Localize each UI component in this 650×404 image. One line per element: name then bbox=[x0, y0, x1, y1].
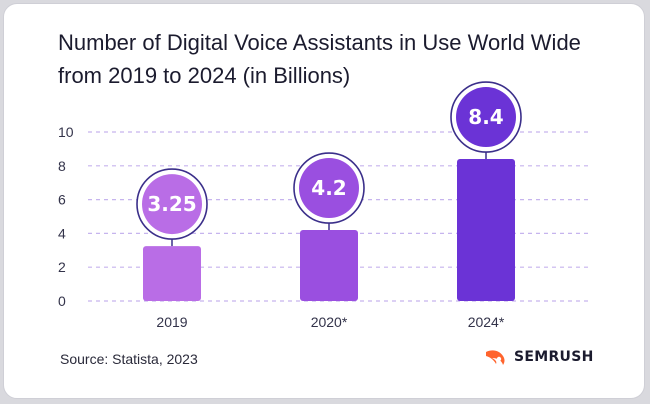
label-bubble bbox=[299, 158, 359, 219]
chart-title: Number of Digital Voice Assistants in Us… bbox=[58, 26, 618, 92]
y-tick-label: 8 bbox=[58, 158, 66, 174]
y-tick-label: 6 bbox=[58, 192, 66, 208]
bar bbox=[300, 230, 358, 301]
semrush-logo-text: SEMRUSH bbox=[514, 349, 594, 365]
y-axis-ticks: 0 2 4 6 8 10 bbox=[58, 124, 74, 309]
x-axis-ticks: 2019 2020* 2024* bbox=[156, 314, 504, 330]
data-label: 8.4 bbox=[468, 105, 503, 129]
bar bbox=[143, 246, 201, 301]
label-bubble bbox=[456, 87, 516, 148]
semrush-logo: SEMRUSH bbox=[484, 348, 594, 366]
x-tick-label: 2020* bbox=[311, 314, 348, 330]
x-tick-label: 2024* bbox=[468, 314, 505, 330]
chart-title-line-2: from 2019 to 2024 (in Billions) bbox=[58, 63, 351, 88]
y-tick-label: 2 bbox=[58, 259, 66, 275]
y-tick-label: 0 bbox=[58, 293, 66, 309]
data-label: 3.25 bbox=[147, 192, 196, 216]
data-label: 4.2 bbox=[311, 176, 346, 200]
chart-title-line-1: Number of Digital Voice Assistants in Us… bbox=[58, 30, 581, 55]
bar bbox=[457, 159, 515, 301]
y-tick-label: 10 bbox=[58, 124, 74, 140]
semrush-flame-icon bbox=[486, 350, 505, 365]
x-tick-label: 2019 bbox=[156, 314, 187, 330]
source-note: Source: Statista, 2023 bbox=[60, 351, 198, 367]
label-bubble bbox=[142, 174, 202, 235]
bars: 3.25 4.2 8.4 bbox=[136, 81, 522, 301]
y-tick-label: 4 bbox=[58, 225, 66, 241]
